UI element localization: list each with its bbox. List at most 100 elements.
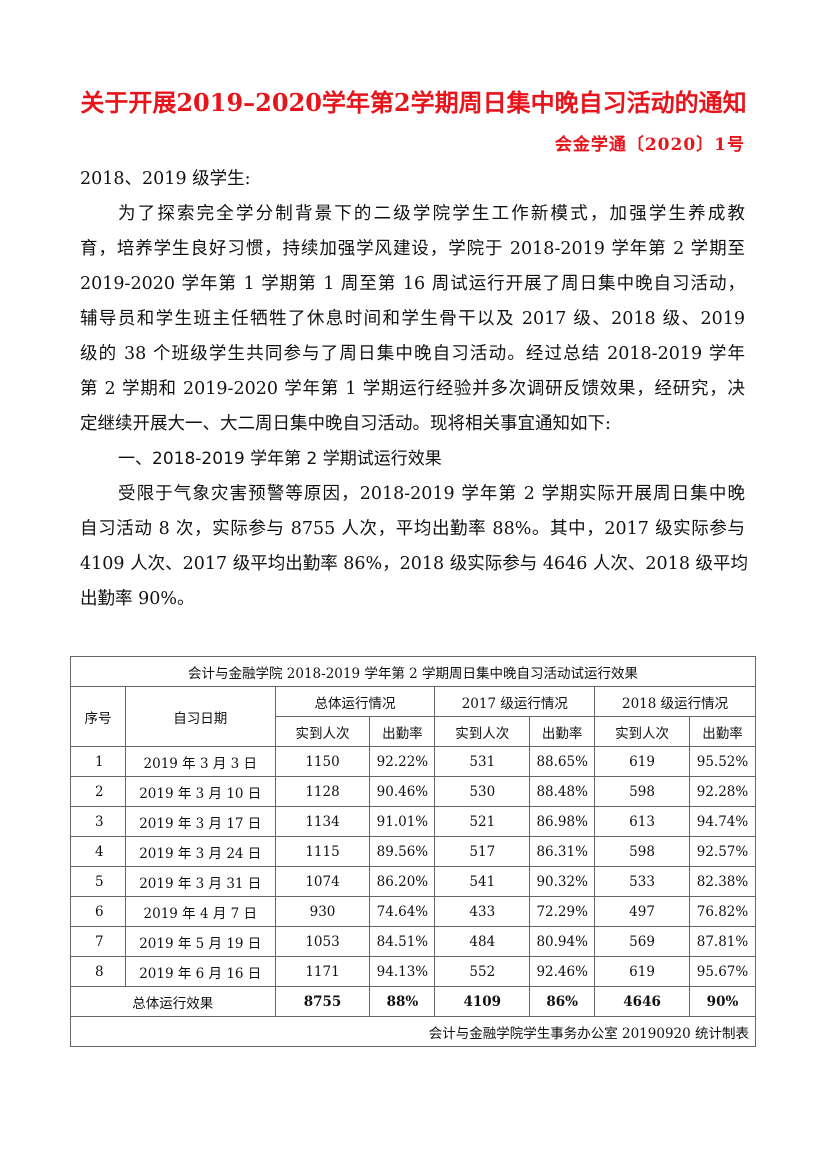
- section-heading: 一、2018-2019 学年第 2 学期试运行效果: [118, 449, 442, 469]
- table-cell: 74.64%: [369, 896, 436, 927]
- table-cell: 86.31%: [529, 836, 596, 867]
- table-cell: 8: [70, 956, 126, 987]
- table-cell: 82.38%: [688, 866, 757, 897]
- table-cell: 569: [594, 926, 690, 957]
- table-cell: 92.28%: [688, 776, 757, 807]
- table-cell: 2019 年 6 月 16 日: [124, 956, 276, 987]
- paragraph-line: 自习活动 8 次，实际参与 8755 人次，平均出勤率 88%。其中，2017 …: [80, 519, 745, 539]
- table-caption: 会计与金融学院 2018-2019 学年第 2 学期周日集中晚自习活动试运行效果: [70, 656, 756, 687]
- table-cell: 5: [70, 866, 126, 897]
- results-table: 会计与金融学院 2018-2019 学年第 2 学期周日集中晚自习活动试运行效果…: [70, 656, 757, 1047]
- sub-header: 出勤率: [369, 716, 436, 747]
- total-cell: 4109: [434, 986, 531, 1017]
- notice-body: 2018、2019 级学生: 为了探索完全学分制背景下的二级学院学生工作新模式，…: [80, 162, 749, 617]
- table-cell: 2019 年 3 月 3 日: [124, 746, 276, 777]
- table-cell: 80.94%: [529, 926, 596, 957]
- table-cell: 1134: [274, 806, 371, 837]
- total-cell: 90%: [688, 986, 757, 1017]
- total-cell: 86%: [529, 986, 596, 1017]
- table-cell: 598: [594, 836, 690, 867]
- table-cell: 619: [594, 956, 690, 987]
- total-cell: 4646: [594, 986, 690, 1017]
- table-cell: 484: [434, 926, 531, 957]
- table-cell: 1115: [274, 836, 371, 867]
- sub-header: 出勤率: [688, 716, 757, 747]
- table-cell: 3: [70, 806, 126, 837]
- table-cell: 92.57%: [688, 836, 757, 867]
- table-cell: 2019 年 4 月 7 日: [124, 896, 276, 927]
- sub-header: 实到人次: [274, 716, 371, 747]
- sub-header: 出勤率: [529, 716, 596, 747]
- table-cell: 91.01%: [369, 806, 436, 837]
- table-cell: 613: [594, 806, 690, 837]
- paragraph-line: 出勤率 90%。: [80, 589, 195, 609]
- table-cell: 530: [434, 776, 531, 807]
- header-group-overall: 总体运行情况: [274, 686, 436, 717]
- table-cell: 7: [70, 926, 126, 957]
- intro-paragraph: 为了探索完全学分制背景下的二级学院学生工作新模式，加强学生养成教 育，培养学生良好…: [80, 197, 745, 442]
- table-row: 7 2019 年 5 月 19 日 1053 84.51% 484 80.94% 569 87…: [70, 926, 757, 957]
- table-cell: 92.22%: [369, 746, 436, 777]
- table-cell: 95.67%: [688, 956, 757, 987]
- table-cell: 94.74%: [688, 806, 757, 837]
- table-cell: 92.46%: [529, 956, 596, 987]
- table-cell: 4: [70, 836, 126, 867]
- table-row: 6 2019 年 4 月 7 日 930 74.64% 433 72.29% 497 76.8…: [70, 896, 757, 927]
- table-cell: 541: [434, 866, 531, 897]
- table-cell: 72.29%: [529, 896, 596, 927]
- paragraph-line: 为了探索完全学分制背景下的二级学院学生工作新模式，加强学生养成教: [118, 204, 745, 224]
- header-group-2018: 2018 级运行情况: [594, 686, 756, 717]
- table-cell: 94.13%: [369, 956, 436, 987]
- table-footer: 会计与金融学院学生事务办公室 20190920 统计制表: [70, 1016, 756, 1047]
- table-cell: 1171: [274, 956, 371, 987]
- total-cell: 88%: [369, 986, 436, 1017]
- table-cell: 87.81%: [688, 926, 757, 957]
- table-cell: 1128: [274, 776, 371, 807]
- total-label: 总体运行效果: [70, 986, 276, 1017]
- table-cell: 1150: [274, 746, 371, 777]
- table-cell: 2019 年 3 月 24 日: [124, 836, 276, 867]
- paragraph-line: 4109 人次、2017 级平均出勤率 86%，2018 级实际参与 4646 …: [80, 554, 749, 574]
- table-cell: 90.46%: [369, 776, 436, 807]
- table-row: 4 2019 年 3 月 24 日 1115 89.56% 517 86.31% 598 92…: [70, 836, 757, 867]
- table-cell: 533: [594, 866, 690, 897]
- totals-row: 总体运行效果 8755 88% 4109 86% 4646 90%: [70, 986, 757, 1017]
- table-cell: 6: [70, 896, 126, 927]
- table-row: 1 2019 年 3 月 3 日 1150 92.22% 531 88.65% 619 95.…: [70, 746, 757, 777]
- table-cell: 88.65%: [529, 746, 596, 777]
- paragraph-line: 定继续开展大一、大二周日集中晚自习活动。现将相关事宜通知如下:: [80, 414, 611, 434]
- table-cell: 2019 年 3 月 31 日: [124, 866, 276, 897]
- table-cell: 619: [594, 746, 690, 777]
- salutation: 2018、2019 级学生:: [80, 169, 251, 189]
- notice-title: 关于开展2019–2020学年第2学期周日集中晚自习活动的通知: [80, 88, 747, 117]
- table-cell: 433: [434, 896, 531, 927]
- table-cell: 1: [70, 746, 126, 777]
- table-row: 2 2019 年 3 月 10 日 1128 90.46% 530 88.48% 598 92…: [70, 776, 757, 807]
- table-cell: 2019 年 3 月 10 日: [124, 776, 276, 807]
- document-number: 会金学通〔2020〕1号: [554, 135, 745, 155]
- sub-header: 实到人次: [434, 716, 531, 747]
- table-cell: 521: [434, 806, 531, 837]
- table-cell: 86.20%: [369, 866, 436, 897]
- header-date: 自习日期: [124, 686, 276, 747]
- table-cell: 1053: [274, 926, 371, 957]
- table-row: 3 2019 年 3 月 17 日 1134 91.01% 521 86.98% 613 94…: [70, 806, 757, 837]
- table-cell: 598: [594, 776, 690, 807]
- table-cell: 531: [434, 746, 531, 777]
- table-cell: 90.32%: [529, 866, 596, 897]
- table-cell: 76.82%: [688, 896, 757, 927]
- paragraph-line: 第 2 学期和 2019-2020 学年第 1 学期运行经验并多次调研反馈效果，…: [80, 379, 745, 399]
- table-cell: 2: [70, 776, 126, 807]
- section-paragraph: 受限于气象灾害预警等原因，2018-2019 学年第 2 学期实际开展周日集中晚…: [80, 477, 749, 617]
- table-cell: 552: [434, 956, 531, 987]
- table-row: 8 2019 年 6 月 16 日 1171 94.13% 552 92.46% 619 95…: [70, 956, 757, 987]
- table-cell: 497: [594, 896, 690, 927]
- table-cell: 517: [434, 836, 531, 867]
- table-cell: 2019 年 3 月 17 日: [124, 806, 276, 837]
- table-cell: 1074: [274, 866, 371, 897]
- header-group-2017: 2017 级运行情况: [434, 686, 596, 717]
- table-cell: 89.56%: [369, 836, 436, 867]
- table-cell: 86.98%: [529, 806, 596, 837]
- paragraph-line: 2019-2020 学年第 1 学期第 1 周至第 16 周试运行开展了周日集中…: [80, 274, 745, 294]
- table-cell: 930: [274, 896, 371, 927]
